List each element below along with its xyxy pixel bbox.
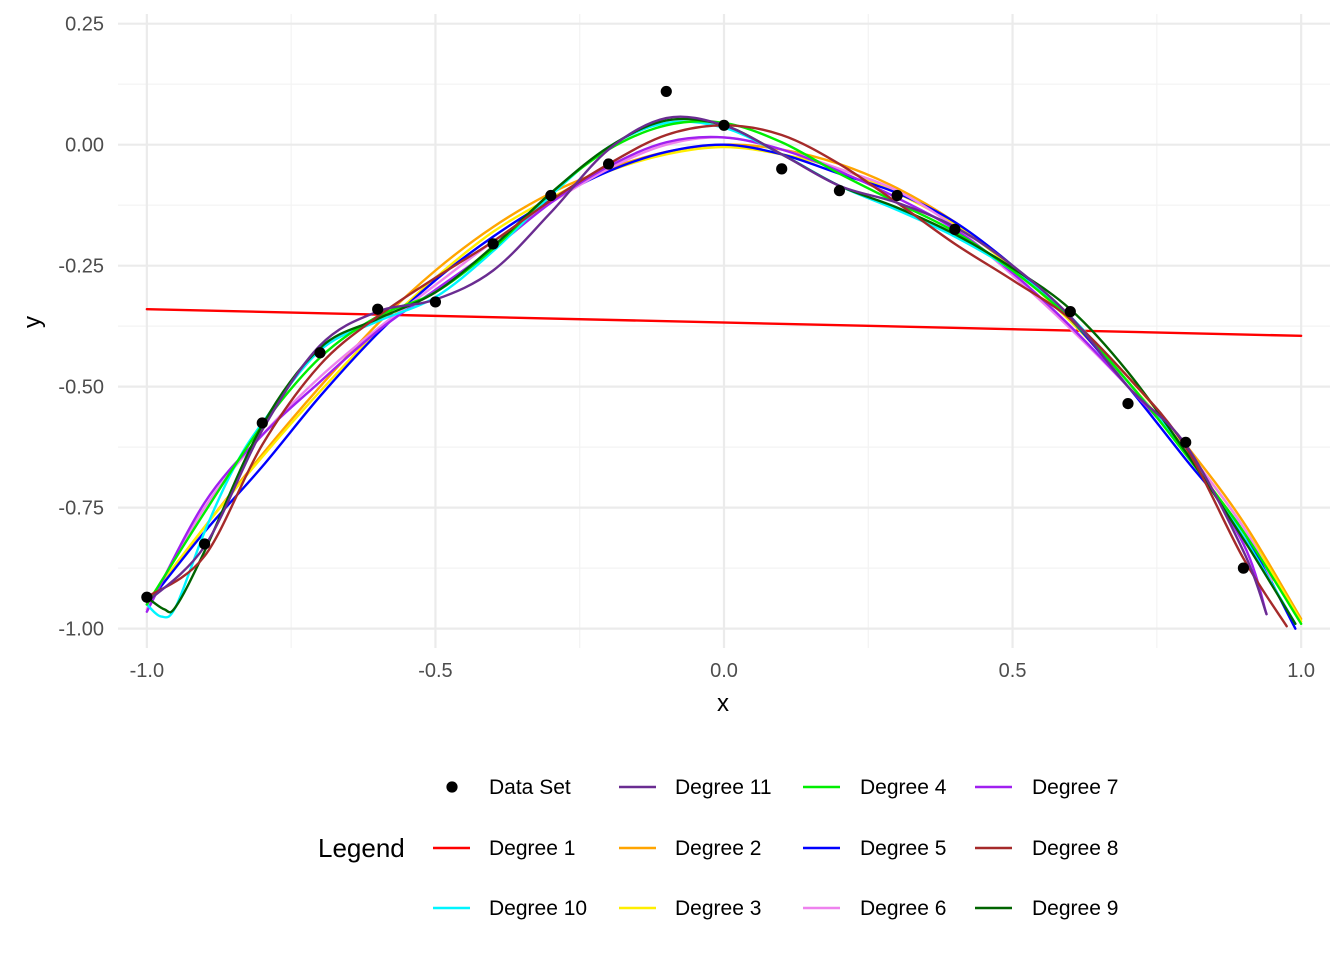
x-tick-label: 1.0 — [1287, 660, 1315, 682]
series-line-degree-6 — [145, 136, 1274, 611]
legend-label: Data Set — [489, 776, 571, 799]
series-line-degree-7 — [145, 135, 1268, 616]
x-axis-title: x — [717, 690, 729, 717]
series-line-degree-8 — [145, 124, 1288, 628]
data-point — [487, 238, 499, 250]
legend-label: Degree 10 — [489, 897, 587, 920]
legend-item-degree-5: Degree 5 — [803, 837, 946, 860]
legend-label: Degree 9 — [1032, 897, 1118, 920]
legend-item-degree-11: Degree 11 — [619, 776, 772, 799]
data-point — [718, 119, 730, 131]
legend-item-degree-1: Degree 1 — [433, 837, 575, 860]
x-tick-label: -0.5 — [418, 660, 452, 682]
data-point — [949, 223, 961, 235]
x-tick-label: 0.0 — [710, 660, 738, 682]
data-point — [1064, 306, 1076, 318]
series-line-degree-9 — [145, 117, 1297, 625]
legend-label: Degree 11 — [675, 776, 772, 799]
y-tick-label: -0.50 — [58, 377, 104, 399]
data-point — [602, 158, 615, 170]
data-point — [314, 347, 326, 359]
legend-entries: Data Set Degree 11 Degree 4 Degree 7 Degree … — [433, 776, 1118, 920]
grid — [118, 14, 1330, 648]
legend: Legend Data Set Degree 11 Degree 4 Degree 7… — [318, 776, 1118, 920]
series-line-degree-1 — [145, 308, 1303, 338]
data-point — [372, 303, 384, 315]
y-tick-label: -1.00 — [58, 619, 104, 641]
legend-key-point — [446, 781, 458, 793]
x-tick-label: -1.0 — [130, 660, 164, 682]
data-point — [776, 163, 788, 175]
data-point — [1180, 436, 1192, 448]
legend-label: Degree 5 — [860, 837, 946, 860]
data-point — [660, 85, 672, 98]
legend-item-degree-8: Degree 8 — [975, 837, 1118, 860]
tick-labels: -1.0 -0.5 0.0 0.5 1.0 0.25 0.00 -0.25 -0.50 -0.75… — [58, 14, 1315, 682]
data-point — [891, 189, 903, 202]
legend-item-degree-4: Degree 4 — [803, 776, 947, 799]
y-tick-label: -0.25 — [58, 256, 104, 278]
data-point — [545, 189, 557, 202]
legend-item-degree-2: Degree 2 — [619, 837, 761, 860]
legend-item-degree-9: Degree 9 — [975, 897, 1118, 920]
y-tick-label: 0.25 — [65, 14, 104, 36]
legend-item-degree-10: Degree 10 — [433, 897, 587, 920]
data-point — [256, 417, 268, 429]
legend-label: Degree 3 — [675, 897, 761, 920]
y-axis-title: y — [19, 316, 46, 328]
legend-item-degree-6: Degree 6 — [803, 897, 946, 920]
data-point — [833, 185, 846, 197]
y-tick-label: 0.00 — [65, 135, 104, 157]
data-point — [198, 538, 211, 550]
y-tick-label: -0.75 — [58, 498, 104, 520]
legend-item-degree-7: Degree 7 — [975, 776, 1118, 799]
legend-label: Degree 8 — [1032, 837, 1118, 860]
data-points — [141, 85, 1250, 603]
legend-title: Legend — [318, 833, 405, 863]
data-point — [429, 296, 442, 308]
legend-label: Degree 4 — [860, 776, 947, 799]
legend-label: Degree 2 — [675, 837, 761, 860]
legend-label: Degree 7 — [1032, 776, 1118, 799]
data-point — [1122, 397, 1134, 410]
legend-label: Degree 6 — [860, 897, 946, 920]
legend-item-degree-3: Degree 3 — [619, 897, 761, 920]
data-point — [1237, 562, 1250, 574]
x-tick-label: 0.5 — [999, 660, 1027, 682]
legend-item-data-set: Data Set — [446, 776, 571, 799]
series-line-degree-11 — [145, 115, 1268, 616]
legend-label: Degree 1 — [489, 837, 575, 860]
data-point — [141, 591, 153, 603]
